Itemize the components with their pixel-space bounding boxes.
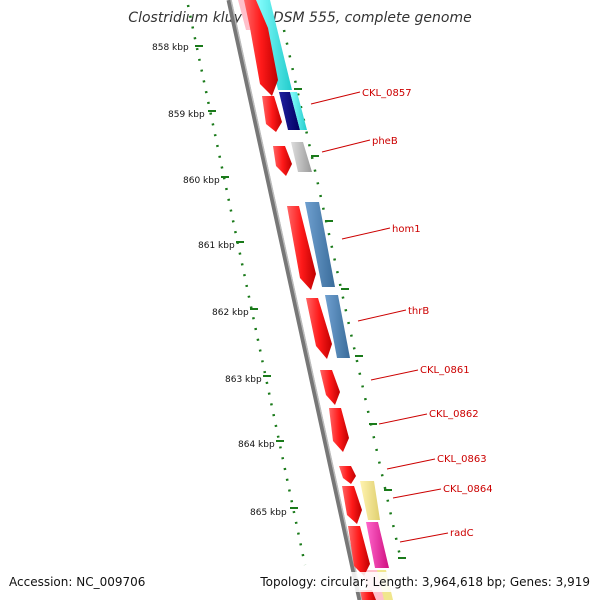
scale-label: 865 kbp <box>250 508 287 518</box>
outer-tick-marks <box>294 88 406 559</box>
gene-arrow <box>329 408 349 452</box>
leader-lines <box>310 91 449 543</box>
gene-block-khaki <box>360 481 380 520</box>
gene-arrow <box>348 526 370 576</box>
gene-block-magenta <box>366 522 389 568</box>
gene-arrow <box>287 206 316 290</box>
gene-block-navy <box>279 92 300 130</box>
scale-label: 862 kbp <box>212 308 249 318</box>
gene-label: CKL_0861 <box>420 365 470 376</box>
gene-arrow <box>262 96 282 132</box>
gene-arrow <box>360 590 376 600</box>
genome-summary-text: Topology: circular; Length: 3,964,618 bp… <box>259 575 590 589</box>
accession-text: Accession: NC_009706 <box>9 575 145 589</box>
gene-block-gray <box>291 142 312 172</box>
gene-label: radC <box>450 528 474 539</box>
scale-label: 858 kbp <box>152 43 189 53</box>
gene-label: CKL_0857 <box>362 88 412 99</box>
gene-label: hom1 <box>392 224 421 235</box>
gene-arrow <box>244 0 278 96</box>
gene-labels: CKL_0857 pheB hom1 thrB CKL_0861 CKL_086… <box>362 88 493 539</box>
gene-arrow <box>320 370 340 405</box>
gene-label: CKL_0862 <box>429 409 479 420</box>
genome-backbone <box>226 0 363 600</box>
gene-label: thrB <box>408 306 429 317</box>
scale-label: 863 kbp <box>225 375 262 385</box>
gene-label: CKL_0864 <box>443 484 493 495</box>
scale-label: 861 kbp <box>198 241 235 251</box>
scale-label: 864 kbp <box>238 440 275 450</box>
inner-track-genes <box>244 0 376 600</box>
gene-arrow <box>306 298 332 359</box>
gene-arrow <box>339 466 356 484</box>
gene-block-steel-blue <box>325 295 350 358</box>
gene-block-steel-blue <box>305 202 335 287</box>
map-title: Clostridium kluyveri DSM 555, complete g… <box>128 10 471 26</box>
gene-label: CKL_0863 <box>437 454 487 465</box>
scale-ticks: 858 kbp 859 kbp 860 kbp 861 kbp 862 kbp … <box>152 43 298 518</box>
footer-backdrop <box>255 572 600 592</box>
gene-label: pheB <box>372 136 398 147</box>
gene-block-cyan <box>290 92 307 130</box>
gene-arrow <box>273 146 292 176</box>
gene-arrow <box>342 486 362 524</box>
scale-dotted-line <box>186 4 307 566</box>
scale-label: 860 kbp <box>183 176 220 186</box>
scale-label: 859 kbp <box>168 110 205 120</box>
